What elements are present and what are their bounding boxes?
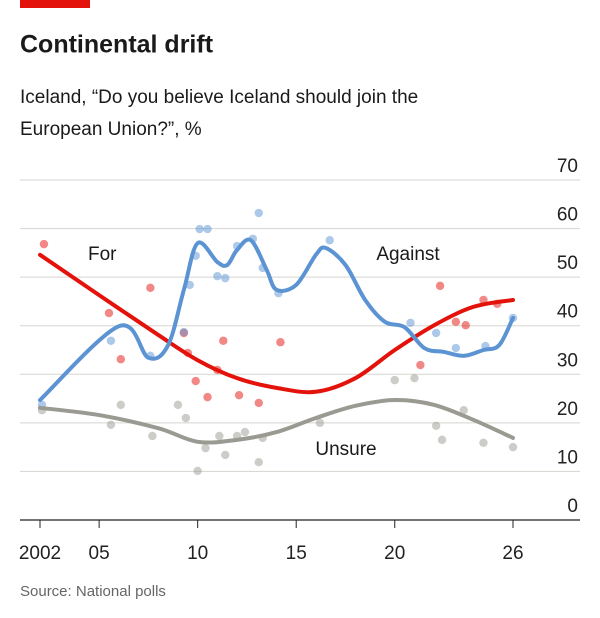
poll-point bbox=[431, 328, 441, 338]
poll-point bbox=[221, 273, 230, 283]
poll-point bbox=[215, 431, 224, 441]
poll-point bbox=[234, 390, 244, 400]
poll-point bbox=[203, 224, 212, 234]
poll-point bbox=[390, 375, 399, 385]
poll-point bbox=[203, 392, 212, 402]
poll-point bbox=[416, 360, 425, 370]
poll-point bbox=[191, 376, 200, 386]
y-tick-label: 40 bbox=[557, 302, 578, 323]
trend-line bbox=[38, 237, 515, 403]
chart-title: Continental drift bbox=[20, 31, 214, 59]
poll-point bbox=[201, 443, 210, 453]
y-tick-label: 30 bbox=[557, 350, 578, 371]
poll-point bbox=[437, 435, 447, 445]
x-tick-label: 05 bbox=[89, 543, 110, 564]
poll-point bbox=[195, 224, 204, 234]
poll-point bbox=[173, 400, 183, 410]
series-label: Unsure bbox=[315, 439, 376, 460]
poll-point bbox=[193, 466, 202, 476]
y-tick-label: 10 bbox=[557, 447, 578, 468]
poll-point bbox=[116, 400, 126, 410]
poll-point bbox=[451, 343, 461, 353]
poll-point bbox=[116, 355, 126, 364]
y-tick-label: 0 bbox=[567, 496, 578, 517]
trend-line bbox=[38, 398, 515, 445]
source: Source: National polls bbox=[20, 583, 166, 600]
series-label: For bbox=[88, 244, 117, 265]
poll-point bbox=[479, 438, 488, 447]
poll-point bbox=[106, 336, 116, 345]
x-tick-label: 26 bbox=[502, 543, 523, 564]
poll-point bbox=[325, 236, 334, 245]
poll-point bbox=[106, 420, 116, 429]
poll-point bbox=[254, 208, 263, 218]
poll-point bbox=[104, 308, 114, 318]
poll-point bbox=[181, 413, 191, 423]
y-tick-label: 70 bbox=[557, 156, 578, 177]
poll-point bbox=[406, 318, 415, 327]
x-tick-label: 15 bbox=[286, 543, 307, 564]
poll-point bbox=[254, 398, 263, 408]
poll-point bbox=[221, 450, 230, 460]
poll-point bbox=[146, 283, 155, 293]
poll-point bbox=[240, 427, 250, 437]
poll-point bbox=[431, 421, 441, 430]
series-label: Against bbox=[376, 244, 440, 265]
trend-line bbox=[38, 252, 515, 395]
poll-point bbox=[254, 458, 263, 467]
poll-point bbox=[459, 406, 468, 415]
y-tick-label: 50 bbox=[557, 253, 578, 274]
chart-subtitle: Iceland, “Do you believe Iceland should … bbox=[20, 87, 418, 140]
poll-point bbox=[451, 317, 461, 327]
x-tick-label: 10 bbox=[187, 543, 208, 564]
poll-point bbox=[213, 271, 222, 281]
poll-point bbox=[435, 281, 445, 291]
poll-point bbox=[219, 336, 228, 345]
poll-point bbox=[315, 418, 325, 428]
poll-point bbox=[461, 321, 470, 330]
poll-point bbox=[276, 338, 285, 347]
y-tick-label: 60 bbox=[557, 205, 578, 226]
poll-point bbox=[179, 327, 189, 337]
poll-point bbox=[410, 373, 419, 383]
poll-point bbox=[39, 239, 49, 249]
poll-point bbox=[508, 442, 518, 452]
y-tick-label: 20 bbox=[557, 399, 578, 420]
brand-bar bbox=[20, 0, 90, 8]
x-tick-label: 2002 bbox=[19, 543, 61, 564]
poll-point bbox=[148, 431, 157, 441]
x-tick-label: 20 bbox=[384, 543, 405, 564]
